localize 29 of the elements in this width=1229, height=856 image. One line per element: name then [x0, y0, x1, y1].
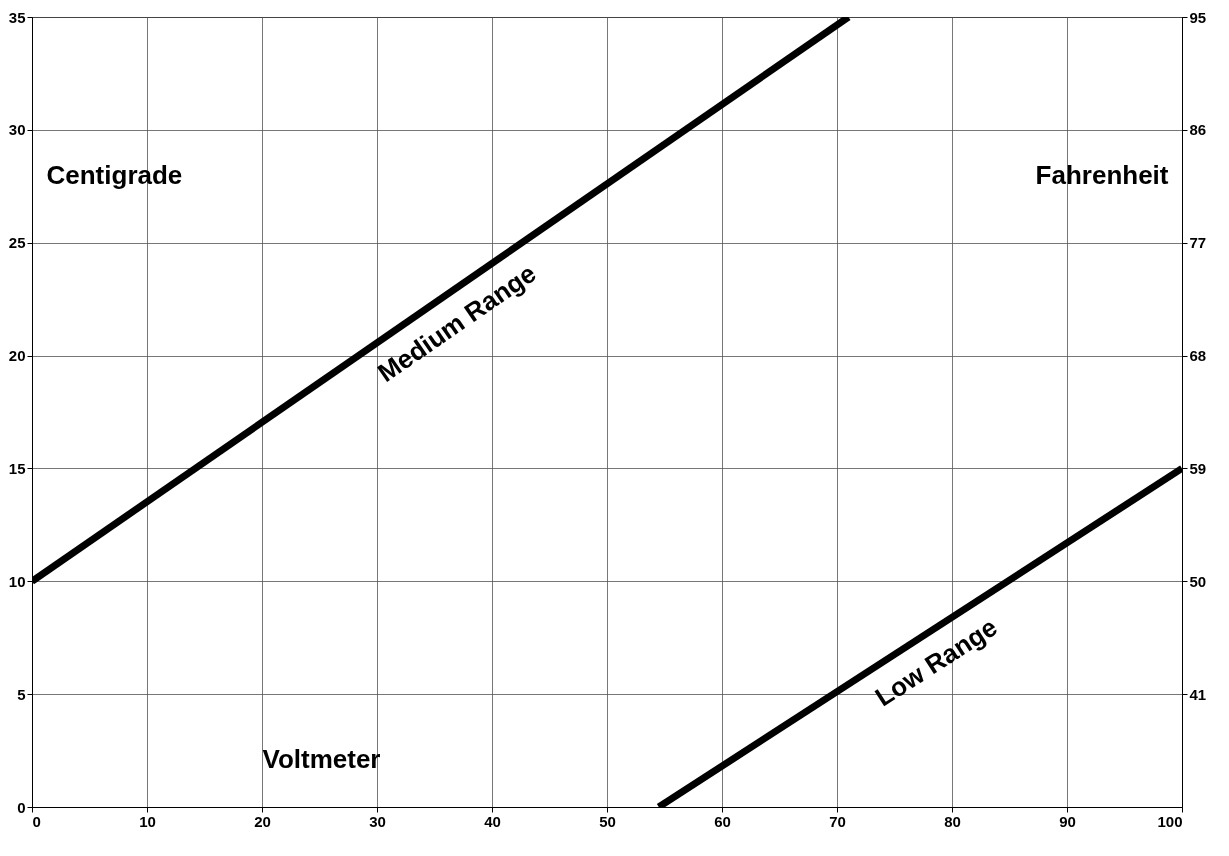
y-tick-label: 30 — [8, 121, 26, 139]
y-tick-label: 25 — [8, 234, 26, 252]
y2-axis-title: Fahrenheit — [1035, 159, 1169, 190]
x-tick-label: 70 — [829, 812, 846, 830]
x-tick-label: 60 — [714, 812, 731, 830]
x-tick-label: 90 — [1059, 812, 1076, 830]
x-tick-label: 40 — [484, 812, 501, 830]
x-tick-label: 50 — [599, 812, 616, 830]
y2-tick-label: 59 — [1189, 459, 1207, 477]
y2-tick-label: 68 — [1189, 347, 1207, 365]
y2-tick-label: 50 — [1189, 572, 1207, 590]
y2-tick-label: 86 — [1189, 121, 1207, 139]
x-tick-label: 20 — [254, 812, 271, 830]
y2-tick-label: 41 — [1189, 685, 1207, 703]
y2-tick-label: 77 — [1189, 234, 1207, 252]
y-tick-label: 15 — [8, 459, 26, 477]
x-tick-label: 10 — [139, 812, 156, 830]
y-tick-label: 20 — [8, 347, 26, 365]
y2-tick-label: 95 — [1189, 8, 1207, 26]
x-axis-title: Voltmeter — [262, 743, 381, 774]
y-tick-label: 5 — [17, 685, 26, 703]
y-tick-label: 10 — [8, 572, 26, 590]
x-tick-label: 0 — [32, 812, 41, 830]
x-tick-label: 100 — [1157, 812, 1183, 830]
y-tick-label: 0 — [17, 798, 26, 816]
y-tick-label: 35 — [8, 8, 26, 26]
y-axis-title: Centigrade — [46, 159, 183, 190]
x-tick-label: 30 — [369, 812, 386, 830]
x-tick-label: 80 — [944, 812, 961, 830]
